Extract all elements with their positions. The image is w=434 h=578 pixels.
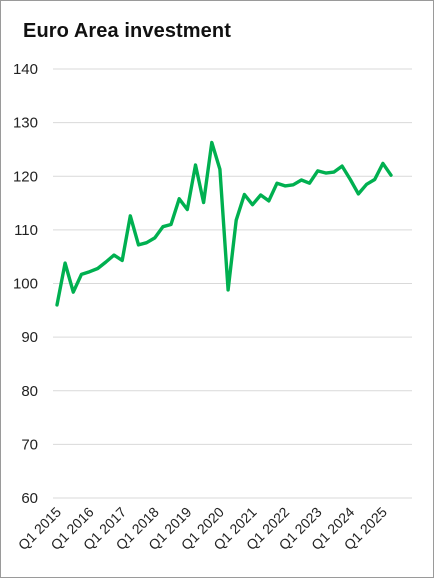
y-tick-label: 60	[21, 490, 38, 507]
y-tick-label: 80	[21, 383, 38, 400]
y-tick-label: 100	[13, 276, 38, 293]
chart-title: Euro Area investment	[23, 20, 231, 42]
y-tick-label: 140	[13, 61, 38, 78]
y-tick-label: 90	[21, 329, 38, 346]
series-line-0	[55, 140, 393, 307]
y-tick-label: 130	[13, 115, 38, 132]
y-tick-label: 70	[21, 436, 38, 453]
y-tick-label: 120	[13, 168, 38, 185]
y-tick-label: 110	[14, 222, 38, 239]
